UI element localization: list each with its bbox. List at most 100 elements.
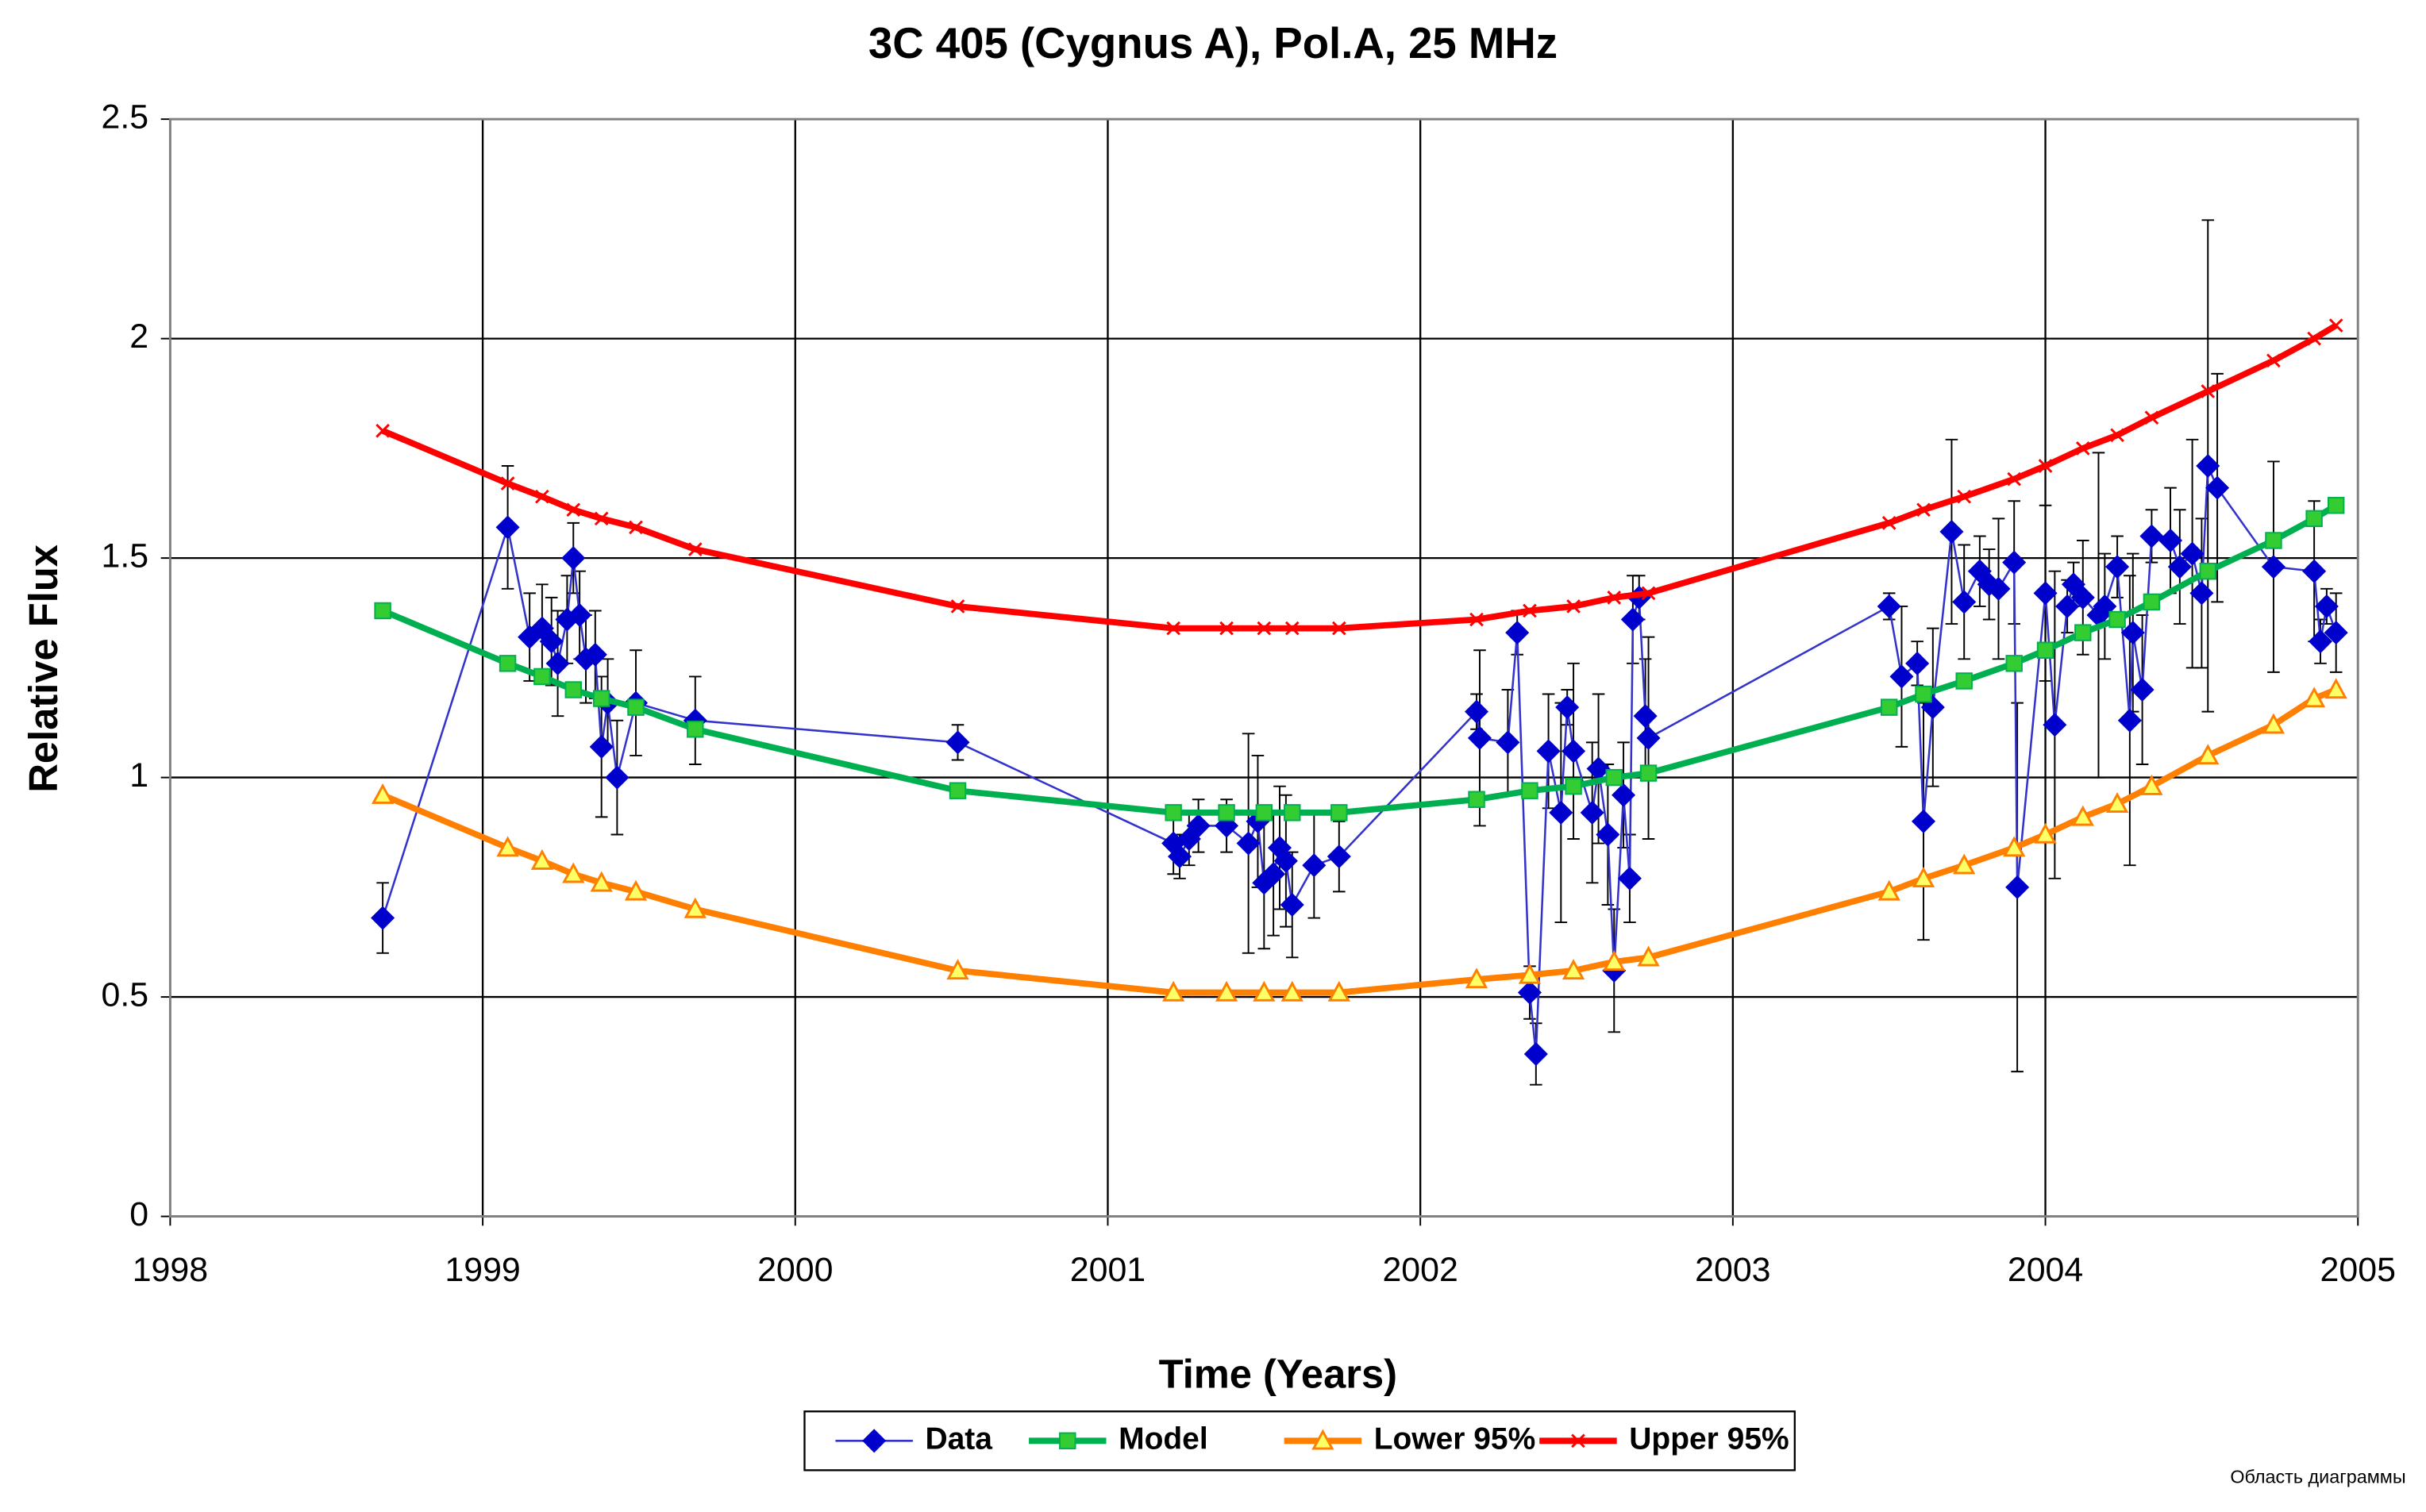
legend-item: Lower 95% — [1284, 1422, 1536, 1456]
marker-square — [1255, 804, 1273, 821]
marker-diamond — [1580, 800, 1604, 825]
marker-diamond — [1302, 853, 1327, 878]
marker-square — [533, 668, 551, 686]
marker-triangle — [2003, 836, 2026, 857]
marker-cross — [1331, 621, 1346, 636]
marker-diamond — [1280, 892, 1304, 917]
plot-border — [168, 117, 2359, 1218]
marker-diamond — [2105, 555, 2130, 579]
marker-cross — [687, 542, 703, 556]
marker-triangle — [1953, 853, 1976, 875]
marker-triangle — [2140, 774, 2163, 795]
series-line — [381, 464, 2337, 1056]
marker-cross — [375, 423, 390, 438]
marker-triangle — [1637, 945, 1660, 967]
marker-diamond — [1877, 594, 1901, 618]
marker-square — [1955, 672, 1973, 690]
marker-triangle — [1603, 950, 1626, 971]
legend-item: Data — [835, 1422, 992, 1456]
marker-diamond — [2158, 528, 2183, 553]
marker-diamond — [1636, 725, 1661, 750]
marker-diamond — [589, 734, 614, 759]
marker-cross — [950, 599, 965, 614]
marker-cross — [1219, 621, 1234, 636]
marker-triangle — [1215, 980, 1238, 1002]
marker-cross — [1641, 586, 1656, 601]
marker-square — [1639, 764, 1658, 782]
y-tick-label: 0.5 — [102, 975, 149, 1014]
marker-cross — [535, 489, 549, 504]
marker-square — [1565, 777, 1582, 795]
marker-diamond — [1327, 844, 1351, 869]
marker-cross — [1881, 516, 1897, 530]
marker-cross — [1957, 489, 1972, 504]
marker-square — [2036, 641, 2054, 659]
marker-diamond — [2261, 555, 2285, 579]
marker-square — [564, 681, 582, 698]
marker-diamond — [1555, 695, 1580, 720]
marker-square — [1915, 685, 1932, 703]
marker-square — [1059, 1432, 1076, 1450]
marker-triangle — [2197, 744, 2220, 765]
x-axis-label: Time (Years) — [1159, 1352, 1397, 1397]
marker-square — [2108, 610, 2126, 629]
marker-diamond — [561, 546, 586, 571]
marker-cross — [594, 511, 609, 526]
marker-triangle — [562, 862, 585, 883]
marker-square — [592, 690, 610, 707]
marker-diamond — [1186, 814, 1211, 838]
marker-cross — [2201, 384, 2216, 398]
marker-diamond — [545, 651, 570, 675]
marker-diamond — [2005, 875, 2030, 899]
marker-triangle — [1518, 963, 1542, 984]
legend-label: Lower 95% — [1374, 1422, 1536, 1456]
marker-cross — [2266, 353, 2281, 368]
marker-triangle — [2302, 687, 2326, 708]
marker-triangle — [371, 783, 395, 804]
marker-square — [1330, 804, 1348, 821]
marker-diamond — [2120, 621, 2145, 645]
chart-title: 3C 405 (Cygnus A), Pol.A, 25 MHz — [868, 19, 1558, 67]
marker-square — [499, 655, 517, 672]
series-line — [381, 322, 2338, 632]
marker-diamond — [1467, 725, 1492, 750]
marker-diamond — [1496, 730, 1520, 755]
marker-triangle — [1465, 968, 1488, 989]
marker-diamond — [539, 629, 564, 654]
marker-square — [374, 602, 391, 620]
marker-diamond — [945, 730, 970, 755]
marker-diamond — [2055, 594, 2080, 618]
marker-diamond — [1561, 739, 1586, 764]
marker-triangle — [624, 879, 648, 901]
marker-cross — [1566, 599, 1581, 614]
x-tick-label: 2001 — [1070, 1251, 1146, 1289]
marker-diamond — [1536, 739, 1561, 764]
marker-triangle — [946, 959, 969, 980]
marker-diamond — [2196, 453, 2220, 479]
marker-cross — [2110, 428, 2124, 443]
marker-cross — [2328, 318, 2343, 333]
marker-square — [2265, 532, 2282, 549]
y-tick-label: 1 — [129, 756, 148, 794]
marker-triangle — [2324, 678, 2347, 699]
marker-cross — [2144, 410, 2159, 425]
marker-diamond — [1905, 651, 1930, 675]
legend-item: Model — [1029, 1422, 1208, 1456]
y-axis-label: Relative Flux — [21, 544, 66, 793]
marker-diamond — [2308, 629, 2333, 654]
marker-square — [687, 721, 704, 738]
marker-cross — [2075, 441, 2090, 456]
marker-triangle — [1912, 867, 1935, 887]
marker-triangle — [1280, 980, 1303, 1002]
marker-diamond — [2070, 585, 2095, 610]
marker-diamond — [1549, 800, 1573, 825]
marker-diamond — [583, 642, 607, 667]
marker-square — [2143, 593, 2161, 611]
marker-square — [627, 698, 645, 716]
series-line — [381, 687, 2338, 996]
chart-area-note: Область диаграммы — [2230, 1466, 2405, 1487]
y-tick-label: 1.5 — [102, 537, 149, 575]
marker-square — [1165, 804, 1182, 821]
y-tick-label: 2.5 — [102, 98, 149, 136]
legend-label: Data — [925, 1422, 992, 1456]
